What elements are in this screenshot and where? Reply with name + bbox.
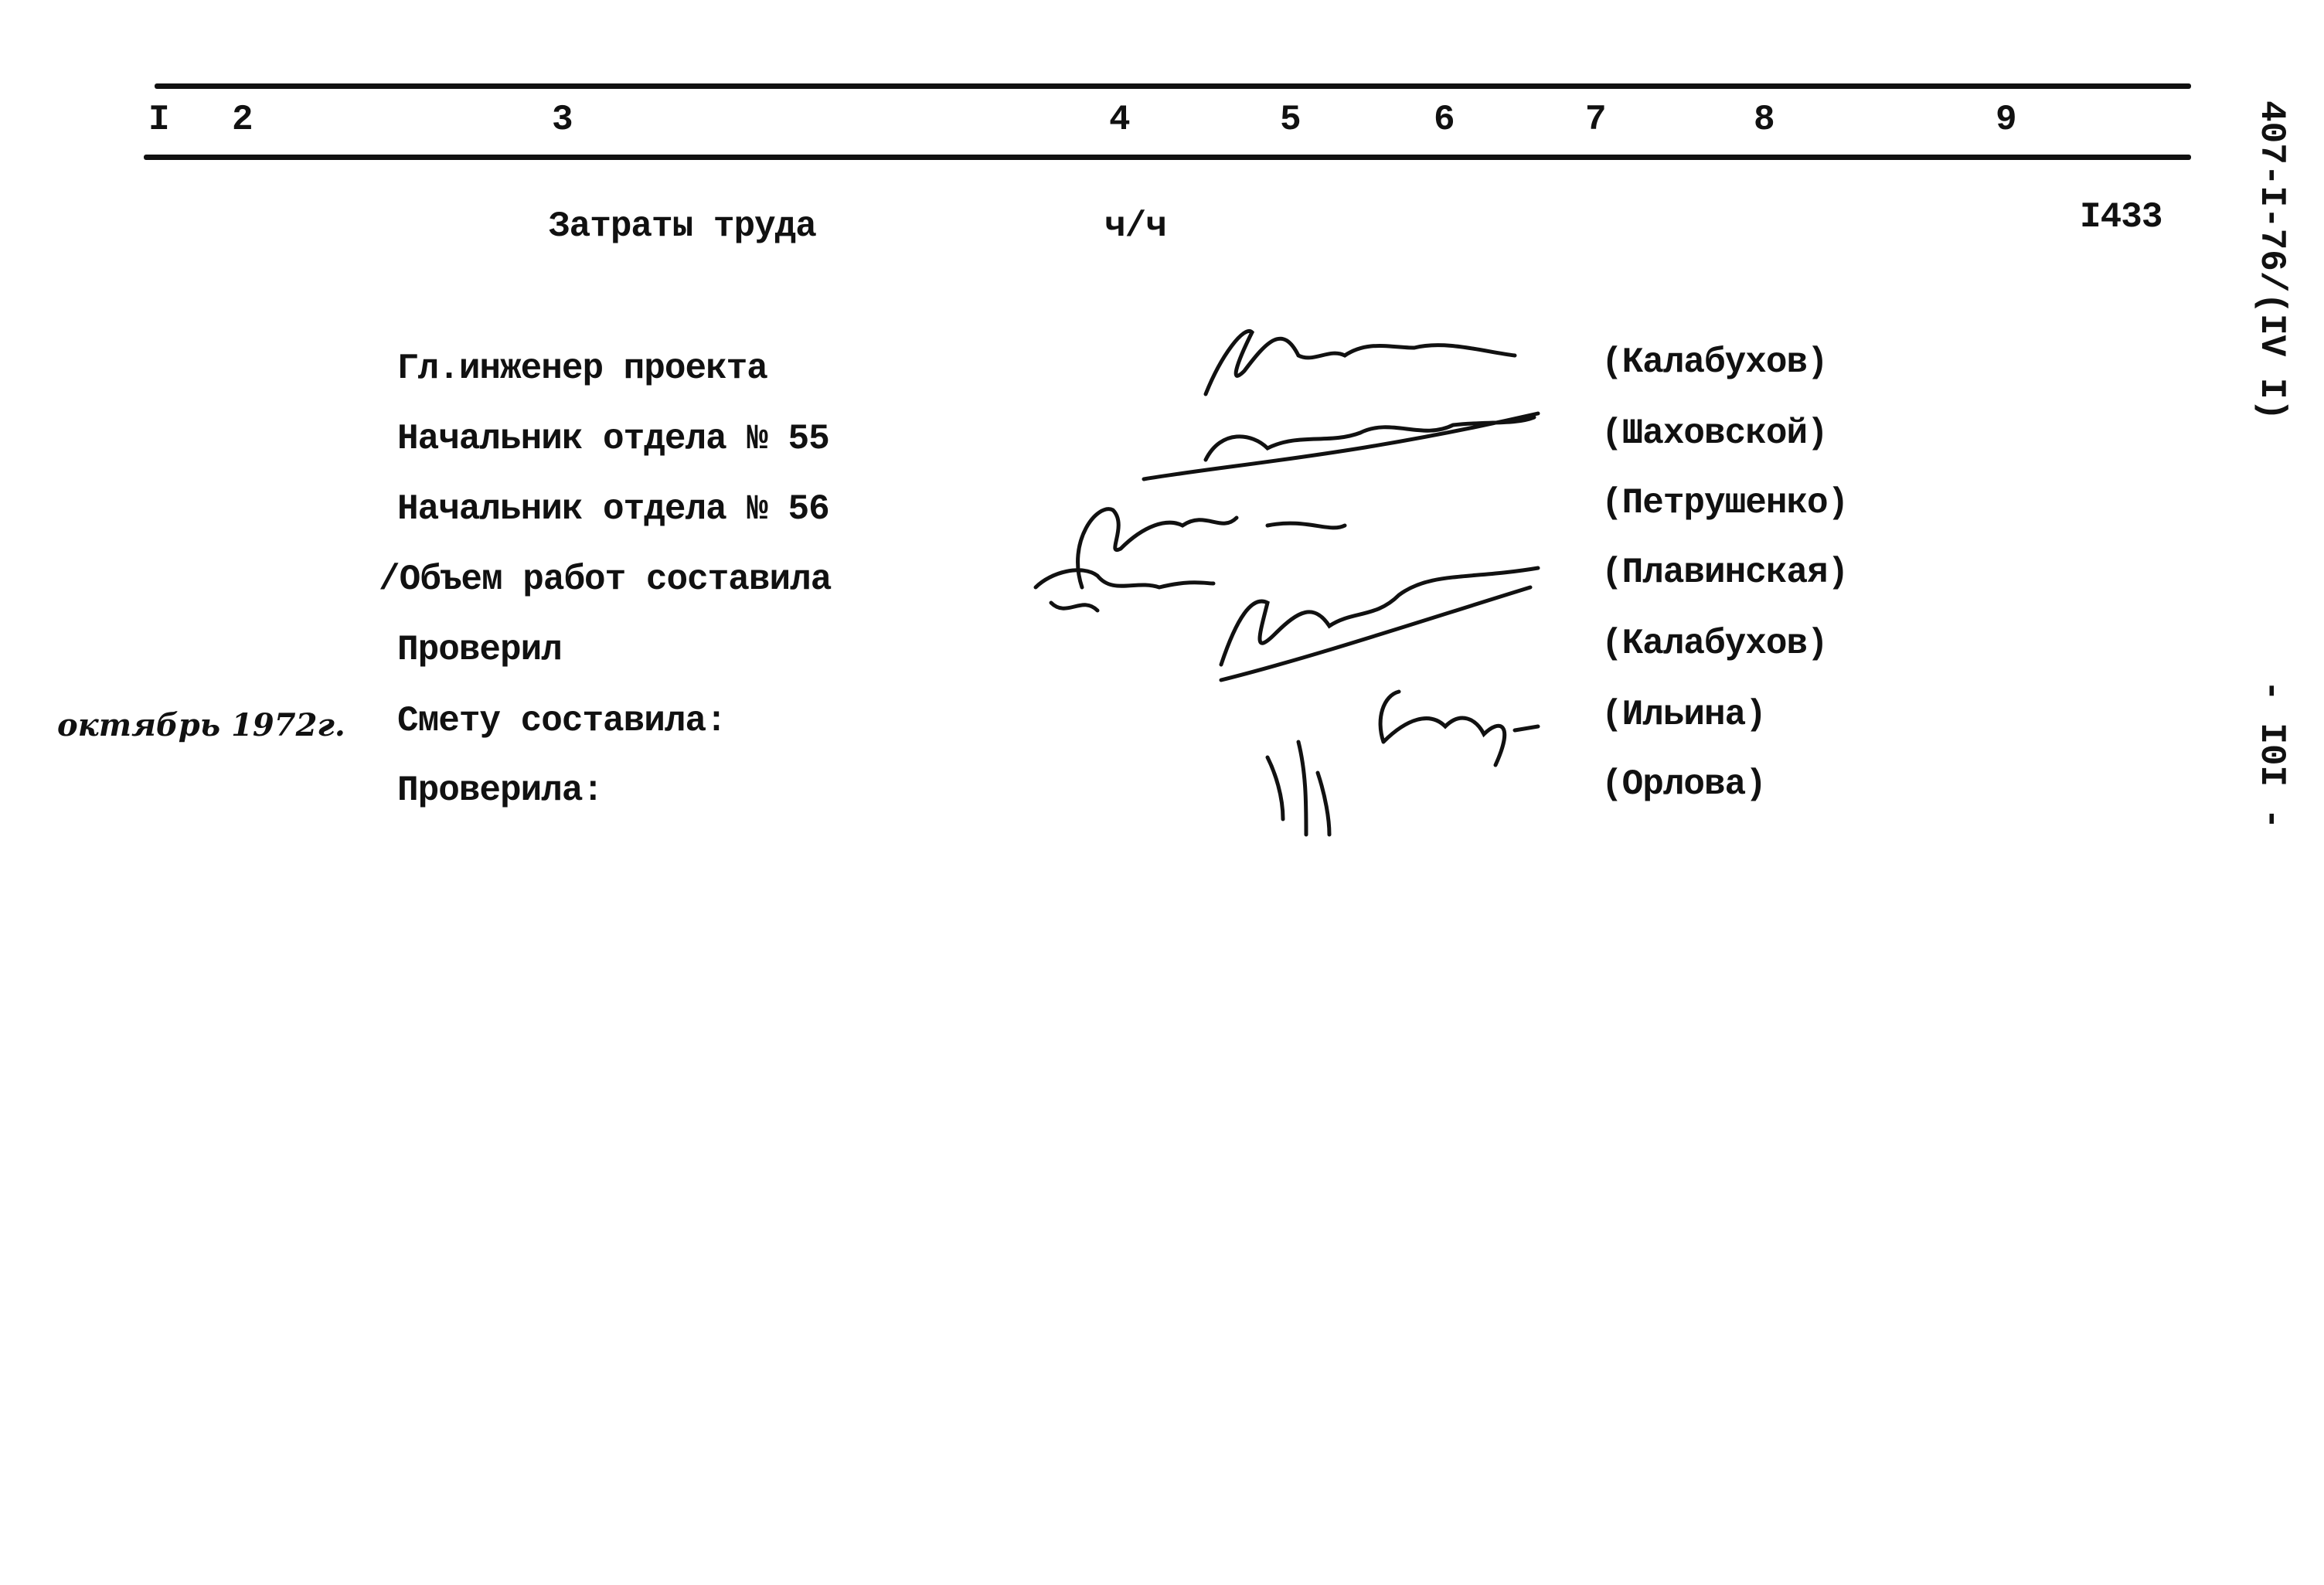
signature-scribble [1378,689,1540,767]
column-number: 5 [1280,100,1302,140]
signature-name: (Ильина) [1601,695,1767,735]
signature-name: (Шаховской) [1601,413,1829,454]
signature-role: Начальник отдела № 56 [397,489,830,529]
column-number: 6 [1434,100,1455,140]
signature-role: /Объем работ составила [379,560,832,600]
signature-role: Проверила: [397,770,604,811]
signature-role: Начальник отдела № 55 [397,419,830,459]
signature-role: Проверил [397,630,563,670]
labor-label: Затраты труда [549,206,817,247]
signature-scribble [1265,740,1332,837]
signature-name: (Калабухов) [1601,342,1829,383]
signature-scribble [1203,329,1517,396]
column-number: 4 [1109,100,1131,140]
header-bottom-rule [144,155,2191,160]
signature-name: (Плавинская) [1601,553,1849,593]
handwritten-date: октябрь 1972г. [57,707,345,743]
labor-unit: ч/ч [1104,206,1167,247]
signature-name: (Петрушенко) [1601,483,1849,523]
signature-role: Гл.инженер проекта [397,349,768,389]
column-number: 7 [1585,100,1607,140]
column-number: 3 [552,100,573,140]
signature-scribble [1033,507,1347,613]
column-number: 2 [232,100,253,140]
document-code: 407-I-76/(IV I) [2251,100,2292,421]
signature-role: Смету составила: [397,701,727,741]
column-number: I [148,100,170,140]
column-number: 9 [1996,100,2017,140]
top-rule [155,83,2191,89]
page-number: - I0I - [2251,680,2292,830]
column-number: 8 [1754,100,1775,140]
signature-scribble [1219,566,1540,682]
signature-name: (Орлова) [1601,764,1767,804]
signature-name: (Калабухов) [1601,624,1829,664]
labor-value: I433 [2080,197,2162,237]
signature-scribble [1142,411,1540,481]
